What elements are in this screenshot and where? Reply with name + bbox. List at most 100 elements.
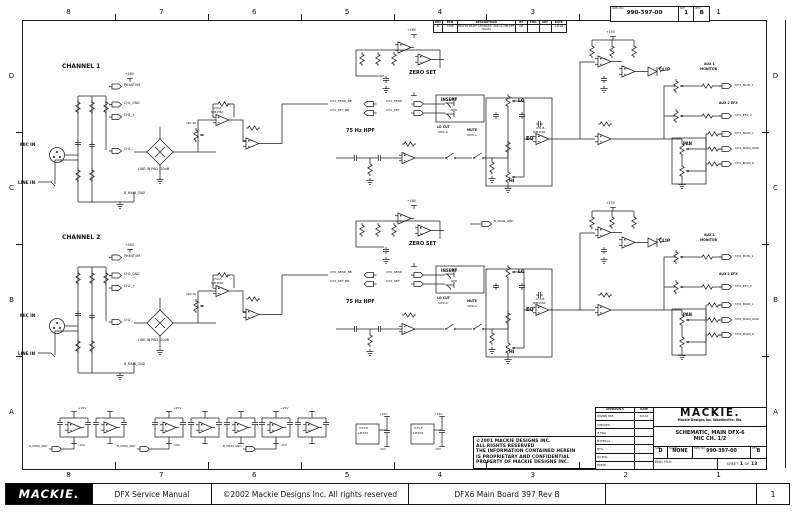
of-word: OF	[744, 462, 750, 466]
revision-cell	[526, 25, 539, 32]
approvals-row: IF ENG	[596, 429, 653, 438]
approvals-row: QA ENG	[596, 453, 653, 462]
frame-tick	[579, 14, 581, 21]
eng-file-cell: ENG FILE:	[654, 459, 718, 469]
scale-value: NONE	[672, 449, 688, 454]
zone-rows-right: D C B A	[769, 20, 782, 468]
copyright-line: THE INFORMATION CONTAINED HEREIN	[476, 449, 576, 455]
grid-col-label: 7	[159, 8, 164, 16]
drawing-title-line1: SCHEMATIC, MAIN DFX-6	[675, 429, 745, 436]
size-value: D	[658, 449, 663, 454]
frame-tick	[114, 14, 116, 21]
rev-label-main: REV.	[752, 447, 758, 450]
revision-row: B 1298 PROTO PILOT CHANGES, ADD & DELETE H…	[434, 24, 567, 32]
approvals-header: APPROVALS DATE	[596, 407, 653, 413]
revision-cell: B	[437, 25, 440, 29]
revision-cell: APP	[538, 21, 551, 25]
footer-spare-cell	[605, 484, 756, 504]
grid-col-label: 1	[716, 8, 721, 16]
approvals-row: MODEL	[596, 461, 653, 469]
mid-ground-connector	[470, 221, 492, 227]
frame-tick	[16, 244, 23, 245]
frame-tick	[393, 462, 395, 469]
title-block-footer-row: ENG FILE: SHEET 1 OF 13	[654, 459, 766, 469]
grid-col-label: 4	[437, 8, 443, 16]
footer-page-number: 1	[756, 484, 789, 504]
revision-cell	[538, 25, 551, 32]
frame-tick	[207, 14, 209, 21]
grid-row-label: D	[8, 72, 15, 80]
dwg-no-label: DWG NO.	[612, 7, 625, 10]
approvals-header-right: DATE	[634, 407, 653, 412]
footer-copyright: ©2002 Mackie Designs Inc. All rights res…	[211, 484, 408, 504]
dwg-no-cell: DWG NO. 990-397-00	[611, 7, 678, 21]
grid-row-label: C	[9, 184, 14, 192]
approvals-row: MATERIAL	[596, 437, 653, 446]
rev-cell-main: REV. B	[751, 447, 766, 458]
rev-value-main: B	[756, 449, 761, 454]
approval-date	[634, 453, 653, 461]
approvals-rows: DRAWN BKB 8-8-01 CHECKED IF ENG MATERIAL MFG Q…	[596, 412, 653, 469]
approval-date	[634, 429, 653, 437]
grid-col-label: 8	[66, 471, 71, 479]
grid-col-label: 1	[716, 471, 721, 479]
copyright-line: ALL RIGHTS RESERVED	[476, 443, 535, 449]
top-title-block: DWG NO. 990-397-00 SHT 1 REV B	[610, 6, 710, 22]
frame-tick	[486, 14, 488, 21]
scale-cell: SCALE NONE	[668, 447, 693, 458]
approvals-row: CHECKED	[596, 420, 653, 430]
title-block: APPROVALS DATE DRAWN BKB 8-8-01 CHECKED IF …	[595, 407, 767, 470]
approval-date: 8-8-01	[634, 412, 653, 420]
company-address: Mackie Designs Inc. Woodinville, Wa.	[677, 418, 743, 423]
sheet-number: 1	[739, 461, 744, 467]
revision-cell: CHK	[526, 21, 539, 25]
footer-bar: MACKIE. DFX Service Manual ©2002 Mackie …	[5, 483, 790, 505]
scale-label: SCALE	[669, 447, 678, 450]
dwg-no-label-main: DWG NO.	[694, 447, 706, 450]
grid-row-label: A	[773, 408, 778, 416]
copyright-line: IS PROPRIETARY AND CONFIDENTIAL	[476, 454, 570, 460]
sheet-cell: SHT 1	[677, 7, 694, 21]
frame-tick	[762, 132, 769, 133]
grid-col-label: 6	[251, 8, 257, 16]
grid-col-label: 4	[437, 471, 443, 479]
frame-tick	[16, 132, 23, 133]
revision-cell: PROTO PILOT CHANGES, ADD & DELETE HOLES	[456, 25, 515, 32]
sheet-label: SHT	[679, 7, 686, 10]
grid-col-label: 3	[530, 471, 536, 479]
dwg-no-value-main: 990-397-00	[706, 449, 737, 454]
zone-rows-left: D C B A	[5, 20, 18, 468]
grid-col-label: 6	[251, 471, 257, 479]
power-pin-ics	[355, 416, 446, 447]
rev-label: REV	[695, 7, 701, 10]
copyright-line: ©2001 MACKIE DESIGNS INC.	[476, 438, 551, 444]
title-block-meta-row: SIZE D SCALE NONE DWG NO. 990-397-00 REV…	[654, 447, 766, 459]
revision-cell: 1-8-02	[550, 25, 567, 32]
revision-cell: REV	[434, 21, 442, 24]
revision-cell: DATE	[550, 21, 567, 25]
sheet-word: SHEET	[726, 462, 739, 466]
copyright-notice: ©2001 MACKIE DESIGNS INC. ALL RIGHTS RESE…	[473, 436, 606, 469]
frame-tick	[762, 244, 769, 245]
frame-tick	[16, 356, 23, 357]
drawing-frame-border	[22, 20, 767, 470]
grid-row-label: B	[9, 296, 14, 304]
revision-cell: BY	[514, 21, 527, 25]
grid-col-label: 5	[344, 471, 350, 479]
copyright-line: PROPERTY OF MACKIE DESIGNS INC.	[476, 460, 569, 466]
approval-label: QA ENG	[597, 455, 608, 460]
approval-label: CHECKED	[597, 422, 611, 427]
frame-tick	[762, 356, 769, 357]
approvals-header-left: APPROVALS	[606, 407, 624, 411]
sheet-value: 1	[684, 10, 689, 17]
grid-row-label: D	[772, 72, 779, 80]
mackie-logo-footer: MACKIE.	[6, 484, 92, 504]
frame-tick	[393, 14, 395, 21]
revision-table: REV ECN DESCRIPTION BY CHK APP DATE B 1298 PROTO …	[433, 20, 567, 33]
frame-tick	[486, 462, 488, 469]
sheet-right-edge-line	[785, 20, 786, 468]
frame-tick	[579, 462, 581, 469]
revision-cell: 1298	[442, 25, 457, 32]
